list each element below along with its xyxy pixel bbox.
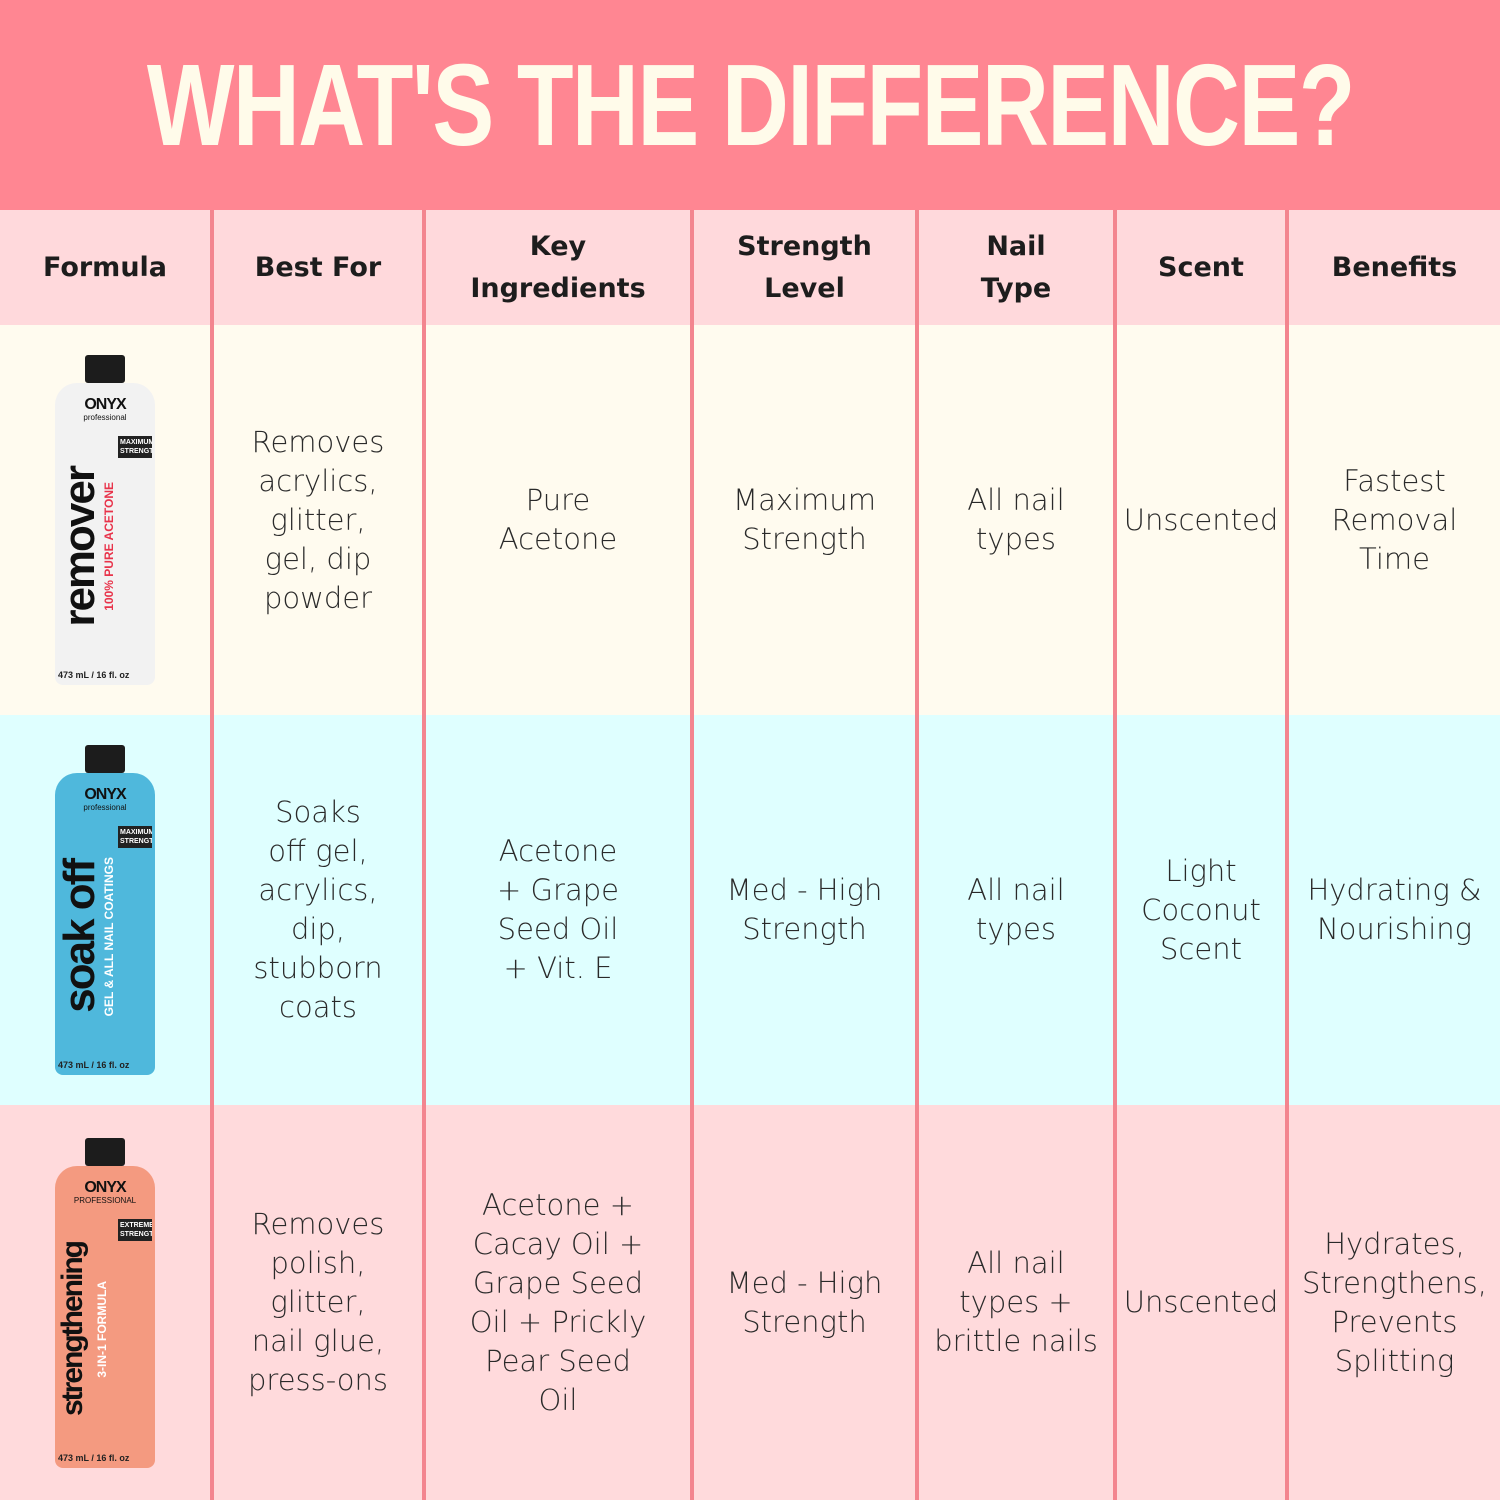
header-benefits: Benefits: [1285, 210, 1500, 325]
product-bottle-image: ONYX professional soak off GEL & ALL NAIL…: [55, 745, 155, 1075]
key-ingredients-cell: Acetone + Grape Seed Oil + Vit. E: [422, 715, 690, 1105]
formula-cell: ONYX professional soak off GEL & ALL NAIL…: [0, 715, 210, 1105]
bottle-cap: [85, 1137, 125, 1166]
product-bottle-image: ONYX professional remover 100% PURE ACETO…: [55, 355, 155, 685]
bottle-badge: MAXIMUM STRENGTH: [118, 826, 152, 848]
product-bottle-image: ONYX PROFESSIONAL strengthening 3-IN-1 FO…: [55, 1137, 155, 1468]
header-nail-type: Nail Type: [915, 210, 1113, 325]
bottle-label: remover 100% PURE ACETONE MAXIMUM STRENG…: [58, 426, 152, 667]
scent-cell: Light Coconut Scent: [1113, 715, 1285, 1105]
bottle-brand-name: ONYX: [84, 786, 126, 803]
header-scent: Scent: [1113, 210, 1285, 325]
nail-type-cell: All nail types + brittle nails: [915, 1105, 1113, 1500]
best-for-cell: Removes polish, glitter, nail glue, pres…: [210, 1105, 422, 1500]
strength-level-cell: Med - High Strength: [690, 715, 915, 1105]
bottle-badge: MAXIMUM STRENGTH: [118, 436, 152, 458]
bottle-body: ONYX professional soak off GEL & ALL NAIL…: [55, 773, 155, 1075]
nail-type-cell: All nail types: [915, 715, 1113, 1105]
bottle-brand: ONYX PROFESSIONAL: [58, 1178, 152, 1205]
bottle-label: strengthening 3-IN-1 FORMULA EXTREME STR…: [58, 1209, 152, 1450]
bottle-volume: 473 mL / 16 fl. oz: [58, 1452, 130, 1463]
title-banner: WHAT'S THE DIFFERENCE?: [0, 0, 1500, 210]
scent-cell: Unscented: [1113, 325, 1285, 715]
bottle-cap: [85, 745, 125, 773]
benefits-cell: Fastest Removal Time: [1285, 325, 1500, 715]
bottle-brand-sub: PROFESSIONAL: [73, 1195, 137, 1205]
header-key-ingredients: Key Ingredients: [422, 210, 690, 325]
bottle-label: soak off GEL & ALL NAIL COATINGS MAXIMUM…: [58, 816, 152, 1057]
bottle-brand: ONYX professional: [58, 787, 152, 812]
key-ingredients-cell: Pure Acetone: [422, 325, 690, 715]
nail-type-cell: All nail types: [915, 325, 1113, 715]
bottle-brand-name: ONYX: [84, 1178, 126, 1196]
bottle-tagline: GEL & ALL NAIL COATINGS: [102, 856, 117, 1017]
bottle-brand-name: ONYX: [84, 396, 126, 413]
comparison-table: Formula Best For Key Ingredients Strengt…: [0, 210, 1500, 1500]
scent-cell: Unscented: [1113, 1105, 1285, 1500]
bottle-brand-sub: professional: [83, 803, 127, 812]
best-for-cell: Removes acrylics, glitter, gel, dip powd…: [210, 325, 422, 715]
bottle-cap: [85, 355, 125, 383]
bottle-tagline: 3-IN-1 FORMULA: [95, 1280, 110, 1378]
bottle-product-name: soak off: [58, 860, 104, 1013]
best-for-cell: Soaks off gel, acrylics, dip, stubborn c…: [210, 715, 422, 1105]
bottle-body: ONYX professional remover 100% PURE ACETO…: [55, 383, 155, 685]
strength-level-cell: Maximum Strength: [690, 325, 915, 715]
bottle-product-name: strengthening: [58, 1242, 89, 1416]
page-title: WHAT'S THE DIFFERENCE?: [146, 40, 1356, 170]
header-strength-level: Strength Level: [690, 210, 915, 325]
formula-cell: ONYX PROFESSIONAL strengthening 3-IN-1 FO…: [0, 1105, 210, 1500]
formula-cell: ONYX professional remover 100% PURE ACETO…: [0, 325, 210, 715]
bottle-brand-sub: professional: [83, 413, 127, 422]
bottle-volume: 473 mL / 16 fl. oz: [58, 1060, 130, 1070]
strength-level-cell: Med - High Strength: [690, 1105, 915, 1500]
bottle-body: ONYX PROFESSIONAL strengthening 3-IN-1 FO…: [55, 1165, 155, 1468]
header-formula: Formula: [0, 210, 210, 325]
key-ingredients-cell: Acetone + Cacay Oil + Grape Seed Oil + P…: [422, 1105, 690, 1500]
bottle-tagline: 100% PURE ACETONE: [102, 482, 117, 611]
bottle-volume: 473 mL / 16 fl. oz: [58, 670, 130, 680]
benefits-cell: Hydrates, Strengthens, Prevents Splittin…: [1285, 1105, 1500, 1500]
header-best-for: Best For: [210, 210, 422, 325]
bottle-brand: ONYX professional: [58, 397, 152, 422]
bottle-product-name: remover: [58, 466, 104, 627]
benefits-cell: Hydrating & Nourishing: [1285, 715, 1500, 1105]
bottle-badge: EXTREME STRENGTH: [118, 1218, 152, 1241]
